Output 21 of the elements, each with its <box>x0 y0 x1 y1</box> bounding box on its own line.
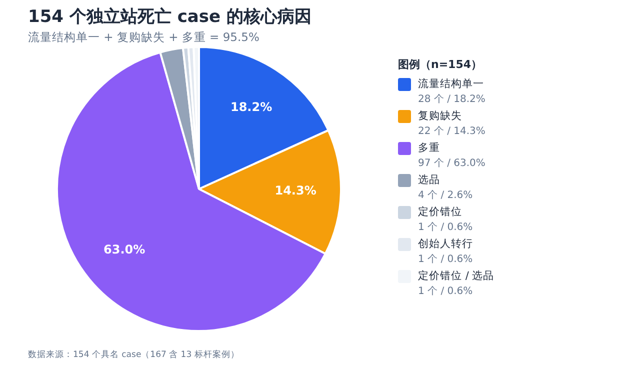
legend-label: 多重 <box>418 141 441 155</box>
legend-label: 定价错位 <box>418 205 463 219</box>
legend-label: 复购缺失 <box>418 109 463 123</box>
text: 28 个 / 18.2% <box>418 93 486 106</box>
data-label: 63.0% <box>104 242 146 256</box>
legend-label: 定价错位 / 选品 <box>418 269 494 283</box>
source-note: 数据来源：154 个具名 case（167 含 13 标杆案例） <box>28 349 240 361</box>
legend-title: 图例（n=154） <box>398 57 484 72</box>
text: 97 个 / 63.0% <box>418 157 486 170</box>
data-label: 14.3% <box>274 183 316 198</box>
chart-subtitle: 流量结构单一 + 复购缺失 + 多重 = 95.5% <box>28 30 260 45</box>
legend-label: 选品 <box>418 173 441 187</box>
legend-label: 流量结构单一 <box>418 77 485 91</box>
data-label: 18.2% <box>230 100 272 114</box>
text: 4 个 / 2.6% <box>418 189 473 202</box>
text: 22 个 / 14.3% <box>418 125 486 138</box>
chart-title: 154 个独立站死亡 case 的核心病因 <box>28 6 312 28</box>
text: 1 个 / 0.6% <box>418 253 473 266</box>
text: 1 个 / 0.6% <box>418 221 473 234</box>
legend-label: 创始人转行 <box>418 237 473 251</box>
text: 1 个 / 0.6% <box>418 285 474 298</box>
